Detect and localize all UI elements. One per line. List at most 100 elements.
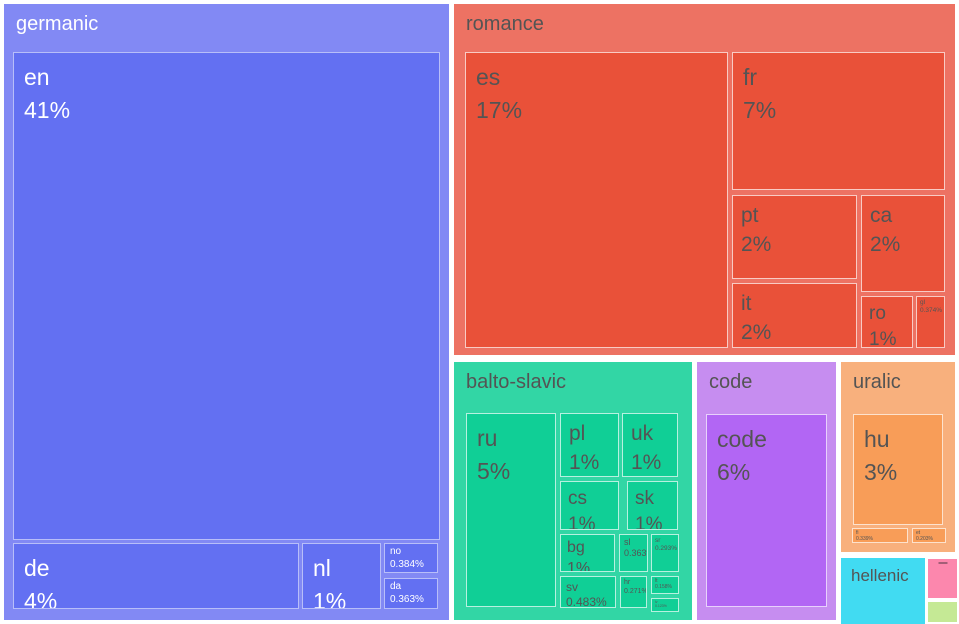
cell-fi[interactable]: fi 0.339%: [852, 528, 908, 543]
family-pink-tiny-label-mark: [938, 562, 947, 564]
cell-hu-value: 3%: [864, 458, 898, 485]
family-label-hellenic[interactable]: hellenic: [851, 566, 909, 585]
cell-de-code: de: [24, 555, 50, 581]
cell-gl-value: 0.374%: [920, 306, 943, 314]
cell-uk-code: uk: [631, 422, 654, 445]
cell-bg-value: 1%: [567, 559, 591, 572]
cell-hu-code: hu: [864, 426, 890, 452]
cell-ro[interactable]: ro 1%: [861, 296, 913, 348]
family-romance[interactable]: romance es 17% fr 7% pt 2% ca 2% it 2% r…: [454, 4, 955, 355]
cell-no-value: 0.384%: [390, 558, 424, 570]
cell-da[interactable]: da 0.363%: [384, 578, 438, 609]
cell-en[interactable]: en 41%: [13, 52, 440, 540]
cell-de-value: 4%: [24, 587, 58, 609]
cell-uk[interactable]: uk 1%: [622, 413, 678, 477]
family-germanic[interactable]: germanic en 41% de 4% nl 1% no 0.384% da…: [4, 4, 449, 620]
cell-lv[interactable]: lv 0.123%: [651, 598, 679, 612]
cell-sl[interactable]: sl 0.363%: [619, 534, 648, 572]
cell-es-value: 17%: [476, 96, 523, 123]
cell-uk-value: 1%: [631, 451, 662, 475]
cell-ru-code: ru: [477, 425, 498, 451]
cell-gl[interactable]: gl 0.374%: [916, 296, 945, 348]
cell-hr-value: 0.271%: [624, 587, 647, 595]
cell-ca-value: 2%: [870, 233, 901, 257]
family-label-germanic[interactable]: germanic: [16, 13, 99, 35]
family-label-code[interactable]: code: [709, 371, 753, 393]
family-hellenic[interactable]: hellenic: [841, 558, 925, 624]
family-balto-slavic[interactable]: balto-slavic ru 5% pl 1% uk 1% cs 1% sk …: [454, 362, 692, 620]
cell-lt[interactable]: lt 0.158%: [651, 576, 679, 594]
cell-ca[interactable]: ca 2%: [861, 195, 945, 292]
cell-et[interactable]: et 0.203%: [912, 528, 946, 543]
cell-en-value: 41%: [24, 96, 71, 123]
cell-nl[interactable]: nl 1%: [302, 543, 381, 609]
cell-bg[interactable]: bg 1%: [560, 534, 615, 572]
cell-lt-code: lt: [655, 578, 658, 584]
family-label-balto-slavic[interactable]: balto-slavic: [466, 371, 567, 393]
cell-gl-code: gl: [920, 299, 926, 306]
family-code[interactable]: code code 6%: [697, 362, 836, 620]
cell-lv-code: lv: [655, 600, 658, 604]
cell-it-value: 2%: [741, 321, 772, 345]
family-label-uralic[interactable]: uralic: [853, 371, 901, 393]
cell-sk-value: 1%: [635, 513, 663, 530]
cell-no[interactable]: no 0.384%: [384, 543, 438, 573]
cell-da-value: 0.363%: [390, 593, 424, 605]
cell-cs[interactable]: cs 1%: [560, 481, 619, 530]
cell-ro-value: 1%: [869, 328, 897, 348]
cell-code-value: 6%: [717, 458, 751, 485]
cell-it[interactable]: it 2%: [732, 283, 857, 348]
cell-sk[interactable]: sk 1%: [627, 481, 678, 530]
cell-lt-value: 0.158%: [655, 584, 672, 590]
cell-fi-code: fi: [856, 530, 859, 536]
cell-sr[interactable]: sr 0.293%: [651, 534, 679, 572]
cell-pl-code: pl: [569, 422, 586, 445]
cell-et-value: 0.203%: [916, 536, 933, 542]
cell-da-code: da: [390, 581, 402, 592]
cell-fr-code: fr: [743, 64, 758, 90]
cell-cs-value: 1%: [568, 513, 596, 530]
family-uralic[interactable]: uralic hu 3% fi 0.339% et 0.203%: [841, 362, 955, 552]
cell-es-code: es: [476, 64, 501, 90]
cell-bg-code: bg: [567, 539, 585, 556]
cell-sv[interactable]: sv 0.483%: [560, 576, 616, 608]
cell-sv-code: sv: [566, 580, 578, 594]
cell-fr[interactable]: fr 7%: [732, 52, 945, 190]
cell-sl-code: sl: [624, 537, 631, 547]
cell-code[interactable]: code 6%: [706, 414, 827, 607]
cell-es[interactable]: es 17%: [465, 52, 728, 348]
cell-ru-value: 5%: [477, 457, 511, 484]
family-label-romance[interactable]: romance: [466, 13, 544, 35]
cell-en-code: en: [24, 64, 50, 90]
cell-it-code: it: [741, 292, 752, 315]
cell-no-code: no: [390, 546, 402, 557]
cell-pl[interactable]: pl 1%: [560, 413, 619, 477]
cell-sk-code: sk: [635, 488, 654, 509]
family-green-small[interactable]: [928, 602, 957, 622]
cell-hr[interactable]: hr 0.271%: [620, 576, 647, 608]
cell-pt-value: 2%: [741, 233, 772, 257]
cell-nl-value: 1%: [313, 587, 347, 609]
cell-hr-code: hr: [624, 579, 631, 586]
cell-sr-code: sr: [655, 537, 661, 544]
cell-pt-code: pt: [741, 204, 759, 227]
cell-sr-value: 0.293%: [655, 544, 678, 552]
cell-hu[interactable]: hu 3%: [853, 414, 943, 525]
cell-pl-value: 1%: [569, 451, 600, 475]
cell-fi-value: 0.339%: [856, 536, 873, 542]
cell-ru[interactable]: ru 5%: [466, 413, 556, 607]
cell-ro-code: ro: [869, 303, 886, 324]
cell-sv-value: 0.483%: [566, 595, 607, 608]
cell-de[interactable]: de 4%: [13, 543, 299, 609]
cell-cs-code: cs: [568, 488, 587, 509]
cell-fr-value: 7%: [743, 96, 777, 123]
cell-ca-code: ca: [870, 204, 893, 227]
cell-sl-value: 0.363%: [624, 548, 647, 559]
cell-pt[interactable]: pt 2%: [732, 195, 857, 279]
cell-lv-value: 0.123%: [655, 604, 667, 609]
cell-et-code: et: [916, 530, 921, 536]
cell-code-code: code: [717, 426, 767, 452]
family-pink-small[interactable]: [928, 559, 957, 598]
cell-nl-code: nl: [313, 555, 331, 581]
